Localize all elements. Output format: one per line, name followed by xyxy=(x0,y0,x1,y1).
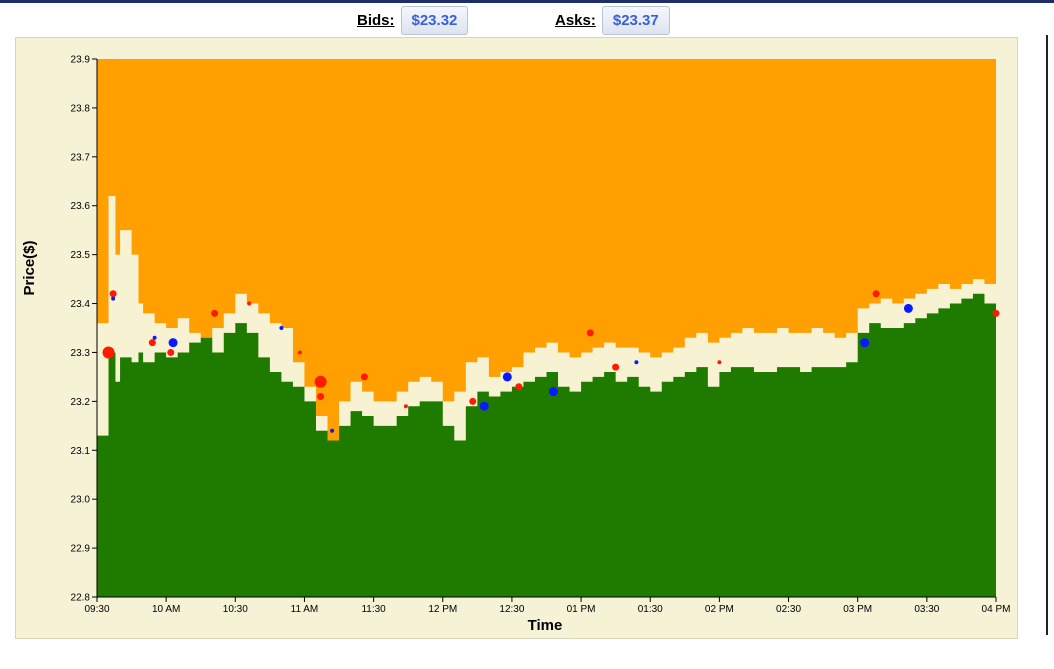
x-tick-label: 10 AM xyxy=(152,604,180,615)
bids-area xyxy=(97,293,996,597)
buy-trade-point xyxy=(111,296,116,301)
x-tick-label: 04 PM xyxy=(982,604,1011,615)
y-tick-label: 23.8 xyxy=(71,103,91,114)
sell-trade-point xyxy=(586,329,594,337)
asks-value-box[interactable]: $23.37 xyxy=(601,5,670,35)
y-tick-label: 23.7 xyxy=(71,152,91,163)
buy-trade-point xyxy=(860,338,870,348)
y-tick-label: 23.5 xyxy=(71,250,91,261)
y-tick-label: 23.6 xyxy=(71,201,91,212)
y-tick-label: 23.3 xyxy=(71,348,91,359)
x-axis-title: Time xyxy=(528,617,563,634)
bids-value-box[interactable]: $23.32 xyxy=(400,5,469,35)
asks-area xyxy=(97,59,996,441)
y-tick-label: 22.9 xyxy=(71,544,91,555)
buy-trade-point xyxy=(548,387,558,397)
buy-trade-point xyxy=(152,335,157,340)
x-tick-label: 03:30 xyxy=(914,604,939,615)
right-edge-rule xyxy=(1046,35,1048,635)
y-tick-label: 23.4 xyxy=(71,299,91,310)
bids-quote: Bids: $23.32 xyxy=(357,5,469,35)
x-tick-label: 02:30 xyxy=(776,604,801,615)
buy-trade-point xyxy=(903,303,913,313)
x-tick-label: 11:30 xyxy=(361,604,386,615)
sell-trade-point xyxy=(102,346,115,359)
y-tick-label: 23.0 xyxy=(71,495,91,506)
x-tick-label: 10:30 xyxy=(223,604,248,615)
buy-trade-point xyxy=(168,338,178,348)
x-tick-label: 11 AM xyxy=(291,604,319,615)
x-tick-label: 03 PM xyxy=(843,604,872,615)
top-border xyxy=(0,0,1054,3)
y-tick-label: 23.9 xyxy=(71,55,91,66)
buy-trade-point xyxy=(279,326,284,330)
x-tick-label: 01:30 xyxy=(638,604,663,615)
buy-trade-point xyxy=(479,401,489,411)
x-tick-label: 12:30 xyxy=(499,604,524,615)
sell-trade-point xyxy=(148,339,156,347)
sell-trade-point xyxy=(314,375,327,388)
buy-trade-point xyxy=(330,428,335,433)
sell-trade-point xyxy=(515,383,523,391)
sell-trade-point xyxy=(317,392,325,400)
sell-trade-point xyxy=(297,350,302,355)
sell-trade-point xyxy=(167,348,175,356)
sell-trade-point xyxy=(872,290,880,298)
trade-markers xyxy=(102,290,1000,433)
sell-trade-point xyxy=(469,397,477,405)
asks-label: Asks: xyxy=(555,11,596,29)
x-tick-label: 01 PM xyxy=(567,604,596,615)
sell-trade-point xyxy=(717,360,722,365)
sell-trade-point xyxy=(247,301,252,306)
sell-trade-point xyxy=(109,290,117,298)
chart-areas xyxy=(97,59,996,597)
asks-quote: Asks: $23.37 xyxy=(555,5,670,35)
buy-trade-point xyxy=(634,360,639,365)
sell-trade-point xyxy=(211,309,219,317)
x-tick-label: 02 PM xyxy=(705,604,734,615)
bids-label: Bids: xyxy=(357,11,395,29)
chart-axes: 22.8 22.9 23.0 23.1 23.2 23.3 23.4 23.5 23.6 23.7… xyxy=(71,55,1011,616)
x-tick-label: 12 PM xyxy=(428,604,457,615)
y-tick-label: 22.8 xyxy=(71,593,91,604)
buy-trade-point xyxy=(502,372,512,382)
y-tick-label: 23.2 xyxy=(71,397,91,408)
sell-trade-point xyxy=(360,373,368,381)
sell-trade-point xyxy=(612,363,620,371)
sell-trade-point xyxy=(992,309,1000,317)
x-tick-label: 09:30 xyxy=(84,604,109,615)
sell-trade-point xyxy=(403,404,408,409)
y-axis-title: Price($) xyxy=(21,240,38,295)
y-tick-label: 23.1 xyxy=(71,446,91,457)
